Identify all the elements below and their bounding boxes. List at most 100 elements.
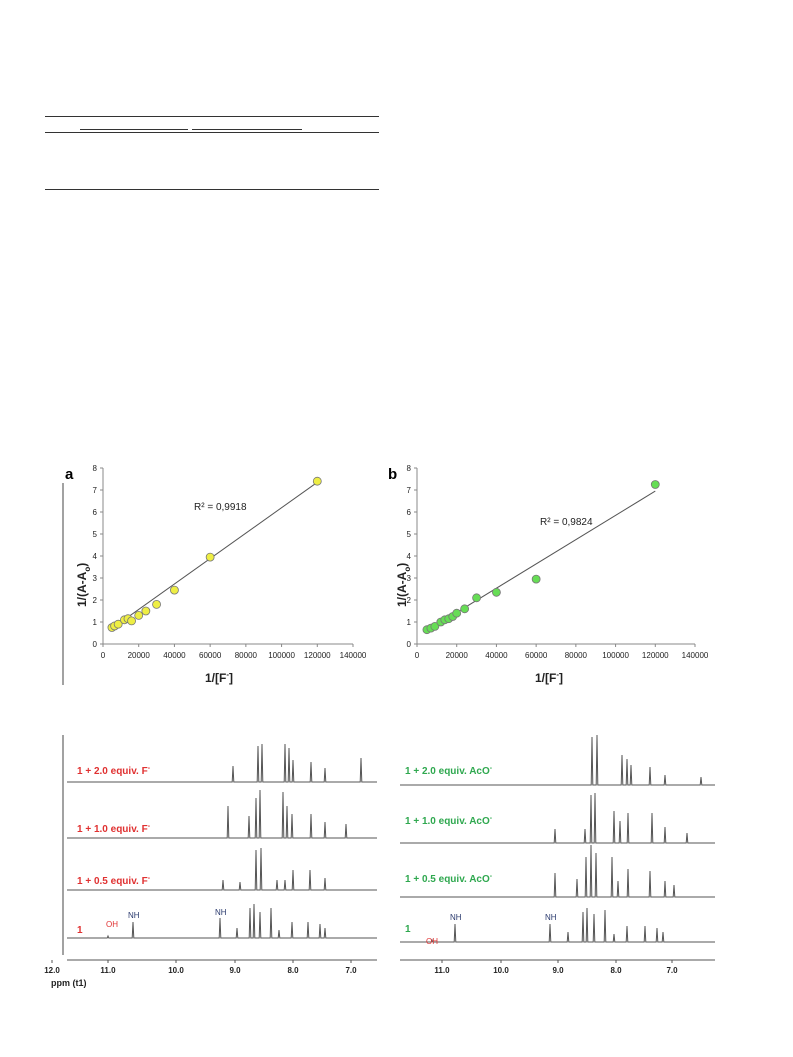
chart-a-data-point — [205, 552, 215, 562]
spectra-right-traces — [400, 734, 715, 943]
chart-b-y-tick-label: 7 — [407, 486, 412, 495]
chart-b-x-tick-label: 0 — [415, 651, 420, 660]
chart-b-data-point — [472, 593, 481, 603]
spectra-right-spectrum-trace — [400, 792, 715, 844]
spectra-left-spectrum-trace — [67, 903, 377, 939]
chart-a-data-point — [113, 619, 123, 629]
chart-b-y-tick-label: 5 — [407, 530, 412, 539]
table-header-rule — [45, 132, 379, 133]
chart-panel-b: b 0 20000 40000 60000 80000 100000 120000 14000… — [388, 464, 709, 685]
spectra-left-spectrum-trace — [67, 847, 377, 891]
chart-a-data-point — [312, 476, 322, 486]
spectra-right-ppm-tick-label: 10.0 — [493, 966, 509, 975]
spectra-left-ppm-tick-label: 7.0 — [345, 966, 357, 975]
chart-b-x-tick-label: 100000 — [602, 651, 629, 660]
trace-label-aco-2-0: 1 + 2.0 equiv. AcO- — [405, 765, 493, 777]
chart-a-x-tick-label: 60000 — [199, 651, 222, 660]
spectra-right-spectrum-trace — [400, 734, 715, 786]
nmr-spectra-fluoride: 12.0 11.0 10.0 9.0 8.0 7.0 1 + 2.0 equiv. F- … — [44, 735, 377, 988]
spectra-right-ppm-tick-label: 7.0 — [666, 966, 678, 975]
trace-label-aco-1-0: 1 + 1.0 equiv. AcO- — [405, 815, 493, 827]
spectra-left-ppm-tick-label: 8.0 — [287, 966, 299, 975]
nmr-spectra-acetate: 11.0 10.0 9.0 8.0 7.0 1 + 2.0 equiv. AcO- 1 … — [400, 734, 715, 975]
chart-a-y-tick-label: 6 — [93, 508, 98, 517]
spectra-left-ppm-tick-label: 10.0 — [168, 966, 184, 975]
chart-a-y-tick-label: 5 — [93, 530, 98, 539]
r-squared-annotation-a: R² = 0,9918 — [194, 502, 247, 513]
chart-a-data-point — [170, 585, 179, 595]
plot-area-b: 0 20000 40000 60000 80000 100000 120000 140000 0… — [407, 464, 709, 660]
table-subheader-rule-2 — [192, 129, 302, 130]
peak-label-oh-left: OH — [106, 920, 118, 929]
chart-a-data-point — [152, 599, 161, 609]
chart-b-y-tick-label: 6 — [407, 508, 412, 517]
trace-label-f-1-0: 1 + 1.0 equiv. F- — [77, 823, 151, 835]
peak-label-nh2-left: NH — [215, 908, 227, 917]
chart-a-x-tick-label: 140000 — [340, 651, 367, 660]
peak-label-nh1-right: NH — [450, 913, 462, 922]
chart-a-y-tick-label: 2 — [93, 596, 98, 605]
peak-label-oh-right: OH — [426, 937, 438, 946]
chart-b-y-tick-label: 3 — [407, 574, 412, 583]
chart-a-x-tick-label: 20000 — [128, 651, 151, 660]
chart-b-x-tick-label: 60000 — [525, 651, 548, 660]
table-bottom-rule — [45, 189, 379, 190]
x-axis-label-a: 1/[F-] — [205, 670, 233, 685]
spectra-right-ppm-tick-label: 11.0 — [434, 966, 450, 975]
trace-label-compound-1-left: 1 — [77, 925, 83, 936]
chart-b-y-tick-label: 8 — [407, 464, 412, 473]
chart-a-y-tick-label: 1 — [93, 618, 98, 627]
trace-label-f-2-0: 1 + 2.0 equiv. F- — [77, 765, 151, 777]
spectra-left-axis: 12.0 11.0 10.0 9.0 8.0 7.0 — [44, 959, 377, 975]
chart-panel-a: a 0 20000 40000 60000 80000 100000 120000 14000… — [62, 464, 367, 685]
spectra-right-ppm-tick-label: 8.0 — [610, 966, 622, 975]
chart-b-y-tick-label: 4 — [407, 552, 412, 561]
chart-b-x-tick-label: 140000 — [682, 651, 709, 660]
spectra-left-ppm-tick-label: 11.0 — [100, 966, 116, 975]
chart-b-y-tick-label: 1 — [407, 618, 412, 627]
chart-b-data-point — [650, 480, 660, 489]
chart-b-x-tick-label: 120000 — [642, 651, 669, 660]
chart-b-data-point — [492, 587, 501, 597]
spectra-right-spectrum-trace — [400, 907, 715, 943]
peak-label-nh2-right: NH — [545, 913, 557, 922]
chart-a-data-point — [141, 606, 151, 616]
peak-label-nh1-left: NH — [128, 911, 140, 920]
y-axis-label-a: 1/(A-Ao) — [75, 563, 92, 607]
chart-b-data-point — [430, 621, 440, 631]
trace-label-compound-1-right: 1 — [405, 924, 411, 935]
trace-label-aco-0-5: 1 + 0.5 equiv. AcO- — [405, 873, 493, 885]
spectra-left-ppm-tick-label: 12.0 — [44, 966, 60, 975]
chart-a-data-point — [127, 616, 136, 626]
spectra-right-axis: 11.0 10.0 9.0 8.0 7.0 — [400, 959, 715, 975]
plot-area-a: 0 20000 40000 60000 80000 100000 120000 140000 0… — [93, 464, 367, 660]
x-axis-label-b: 1/[F-] — [535, 670, 563, 685]
chart-b-data-point — [460, 604, 470, 614]
chart-b-x-tick-label: 20000 — [446, 651, 469, 660]
chart-a-y-tick-label: 7 — [93, 486, 98, 495]
chart-b-data-point — [452, 608, 462, 618]
panel-label-b: b — [388, 466, 397, 483]
spectra-right-ppm-tick-label: 9.0 — [552, 966, 564, 975]
panel-label-a: a — [65, 466, 74, 483]
y-axis-label-b: 1/(A-Ao) — [395, 563, 412, 607]
trace-label-f-0-5: 1 + 0.5 equiv. F- — [77, 875, 151, 887]
chart-a-y-tick-label: 4 — [93, 552, 98, 561]
chart-a-x-tick-label: 0 — [101, 651, 106, 660]
chart-a-x-tick-label: 80000 — [235, 651, 258, 660]
spectra-left-spectrum-trace — [67, 743, 377, 783]
r-squared-annotation-b: R² = 0,9824 — [540, 517, 593, 528]
chart-a-x-tick-label: 40000 — [163, 651, 186, 660]
spectra-axis-label-left: ppm (t1) — [51, 978, 87, 988]
chart-b-x-tick-label: 80000 — [565, 651, 588, 660]
chart-b-y-tick-label: 2 — [407, 596, 412, 605]
chart-a-x-tick-label: 120000 — [304, 651, 331, 660]
chart-a-x-tick-label: 100000 — [268, 651, 295, 660]
chart-b-data-point — [531, 574, 541, 584]
chart-b-x-tick-label: 40000 — [485, 651, 508, 660]
chart-a-y-tick-label: 3 — [93, 574, 98, 583]
table-top-rule — [45, 116, 379, 117]
chart-a-y-tick-label: 8 — [93, 464, 98, 473]
table-subheader-rule-1 — [80, 129, 188, 130]
spectra-left-traces — [67, 743, 377, 939]
